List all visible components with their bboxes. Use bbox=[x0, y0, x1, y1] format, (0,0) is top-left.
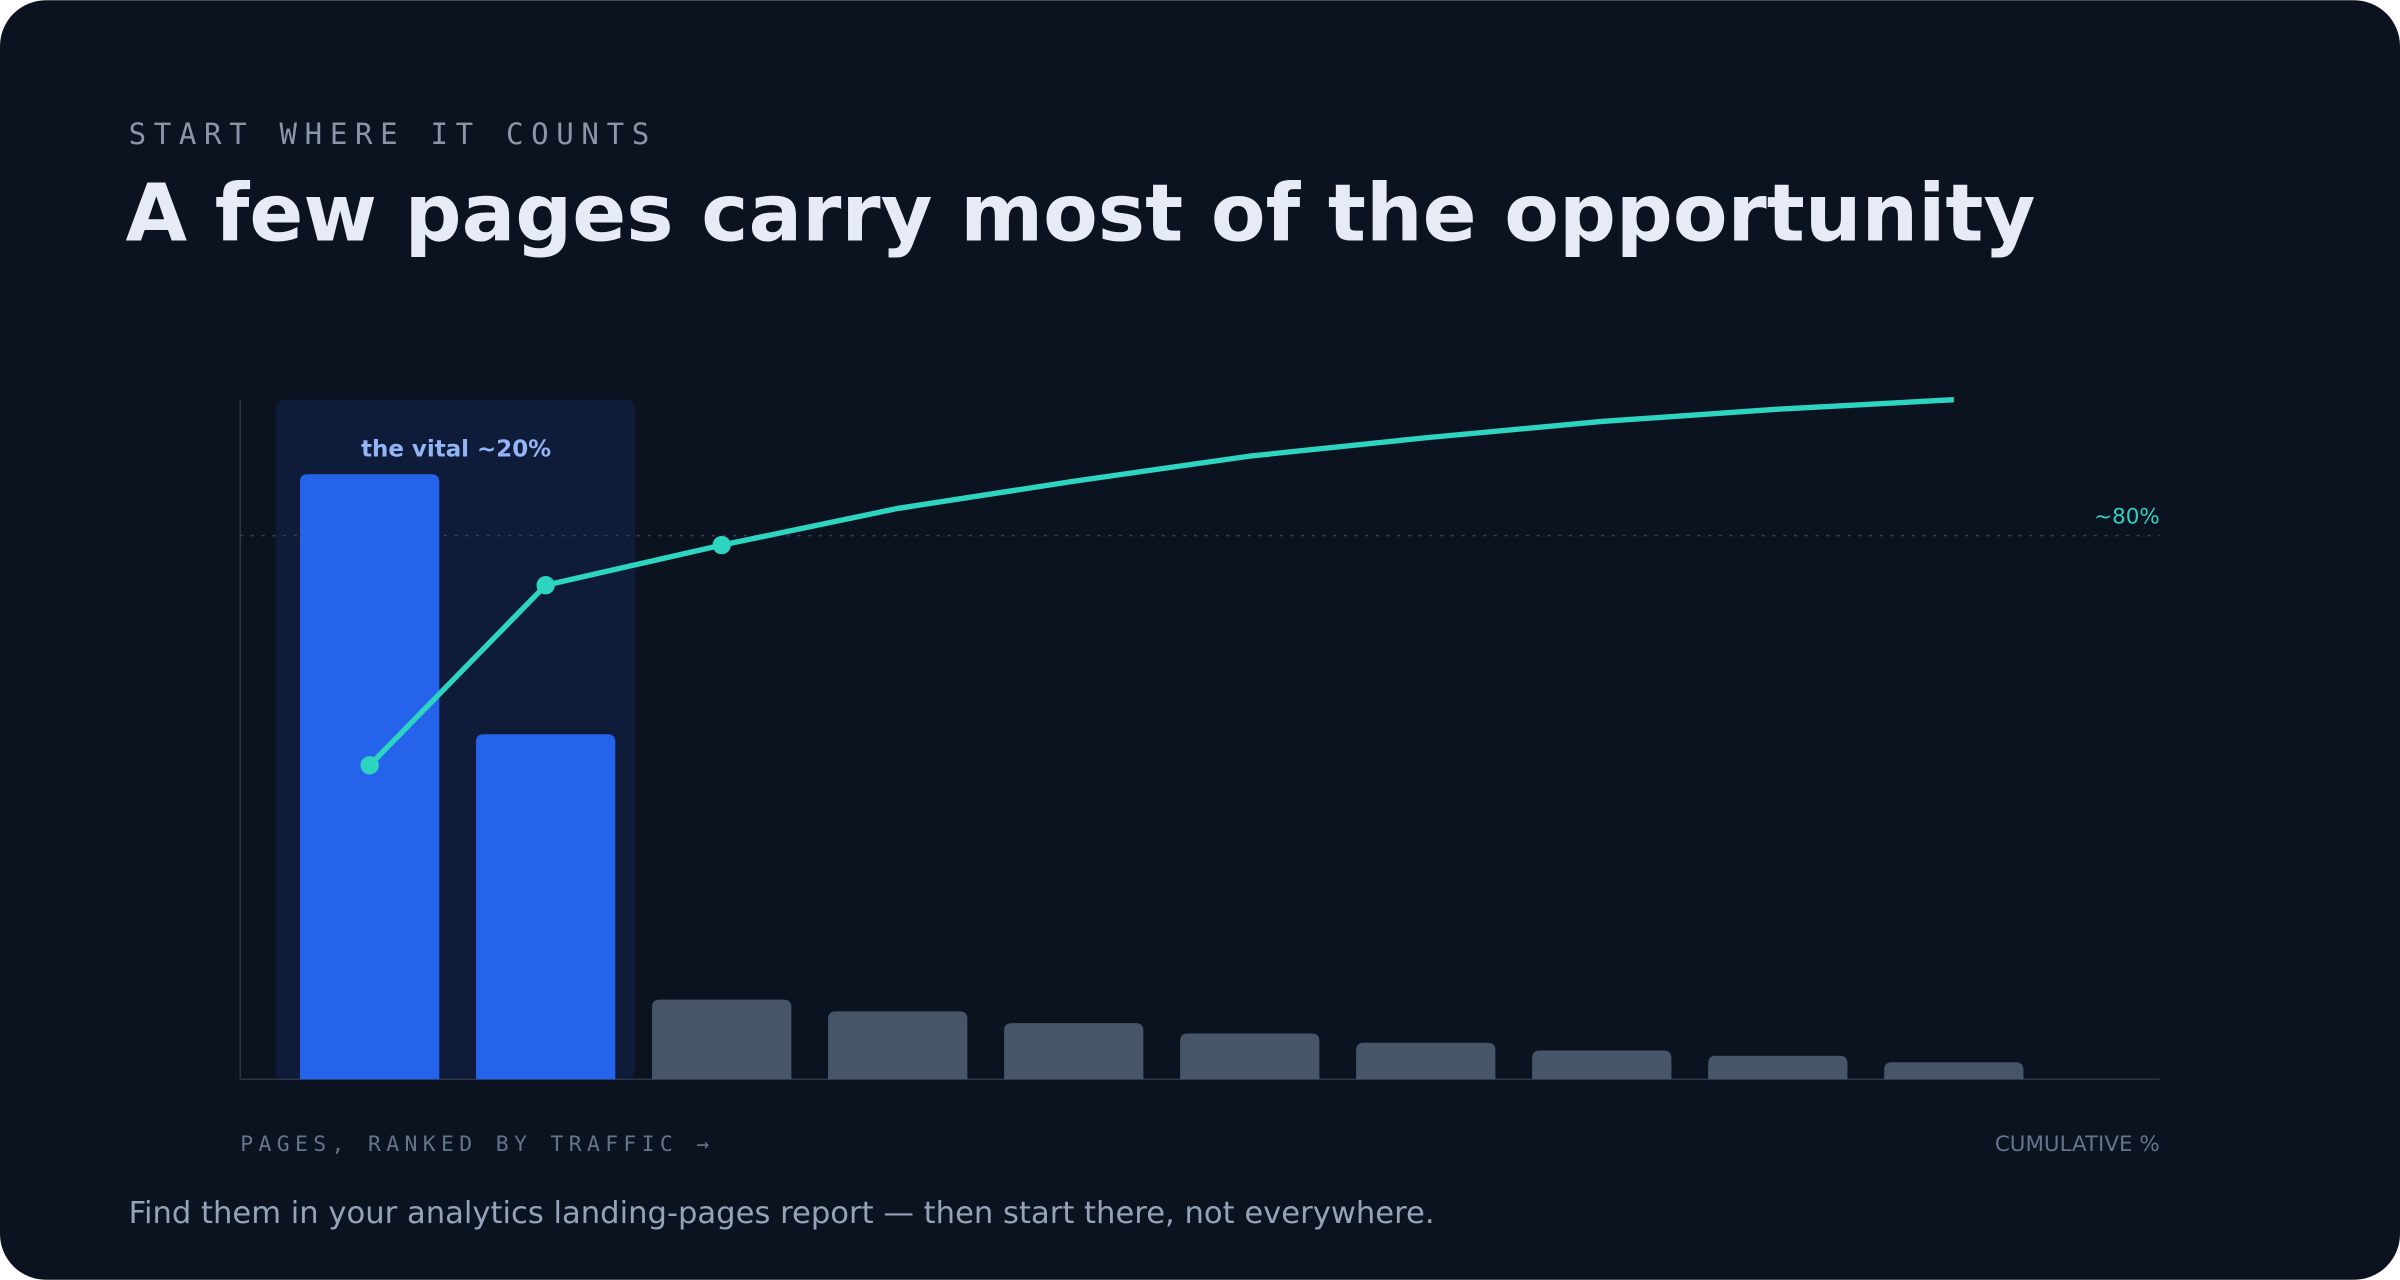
y2-axis-label: CUMULATIVE % bbox=[1995, 1132, 2160, 1157]
annotation: the vital ~20% bbox=[361, 436, 551, 462]
eyebrow: START WHERE IT COUNTS bbox=[129, 117, 657, 151]
bar bbox=[476, 734, 616, 1080]
bar bbox=[1004, 1023, 1144, 1080]
bar bbox=[1532, 1050, 1672, 1080]
cumulative-marker bbox=[712, 535, 731, 555]
cumulative-line bbox=[367, 397, 1954, 768]
x-axis-label: PAGES, RANKED BY TRAFFIC → bbox=[240, 1132, 714, 1157]
bar bbox=[1356, 1042, 1496, 1080]
bar bbox=[1884, 1062, 2024, 1080]
bar bbox=[652, 999, 792, 1080]
bar bbox=[1180, 1033, 1320, 1080]
cumulative-marker bbox=[360, 756, 379, 775]
footnote: Find them in your analytics landing-page… bbox=[129, 1196, 1435, 1231]
bar bbox=[828, 1011, 968, 1080]
bar bbox=[1708, 1055, 1848, 1080]
bar bbox=[300, 474, 440, 1080]
cumulative-marker bbox=[536, 576, 555, 595]
reference-label: ~80% bbox=[2094, 504, 2160, 529]
title: A few pages carry most of the opportunit… bbox=[126, 167, 2036, 260]
